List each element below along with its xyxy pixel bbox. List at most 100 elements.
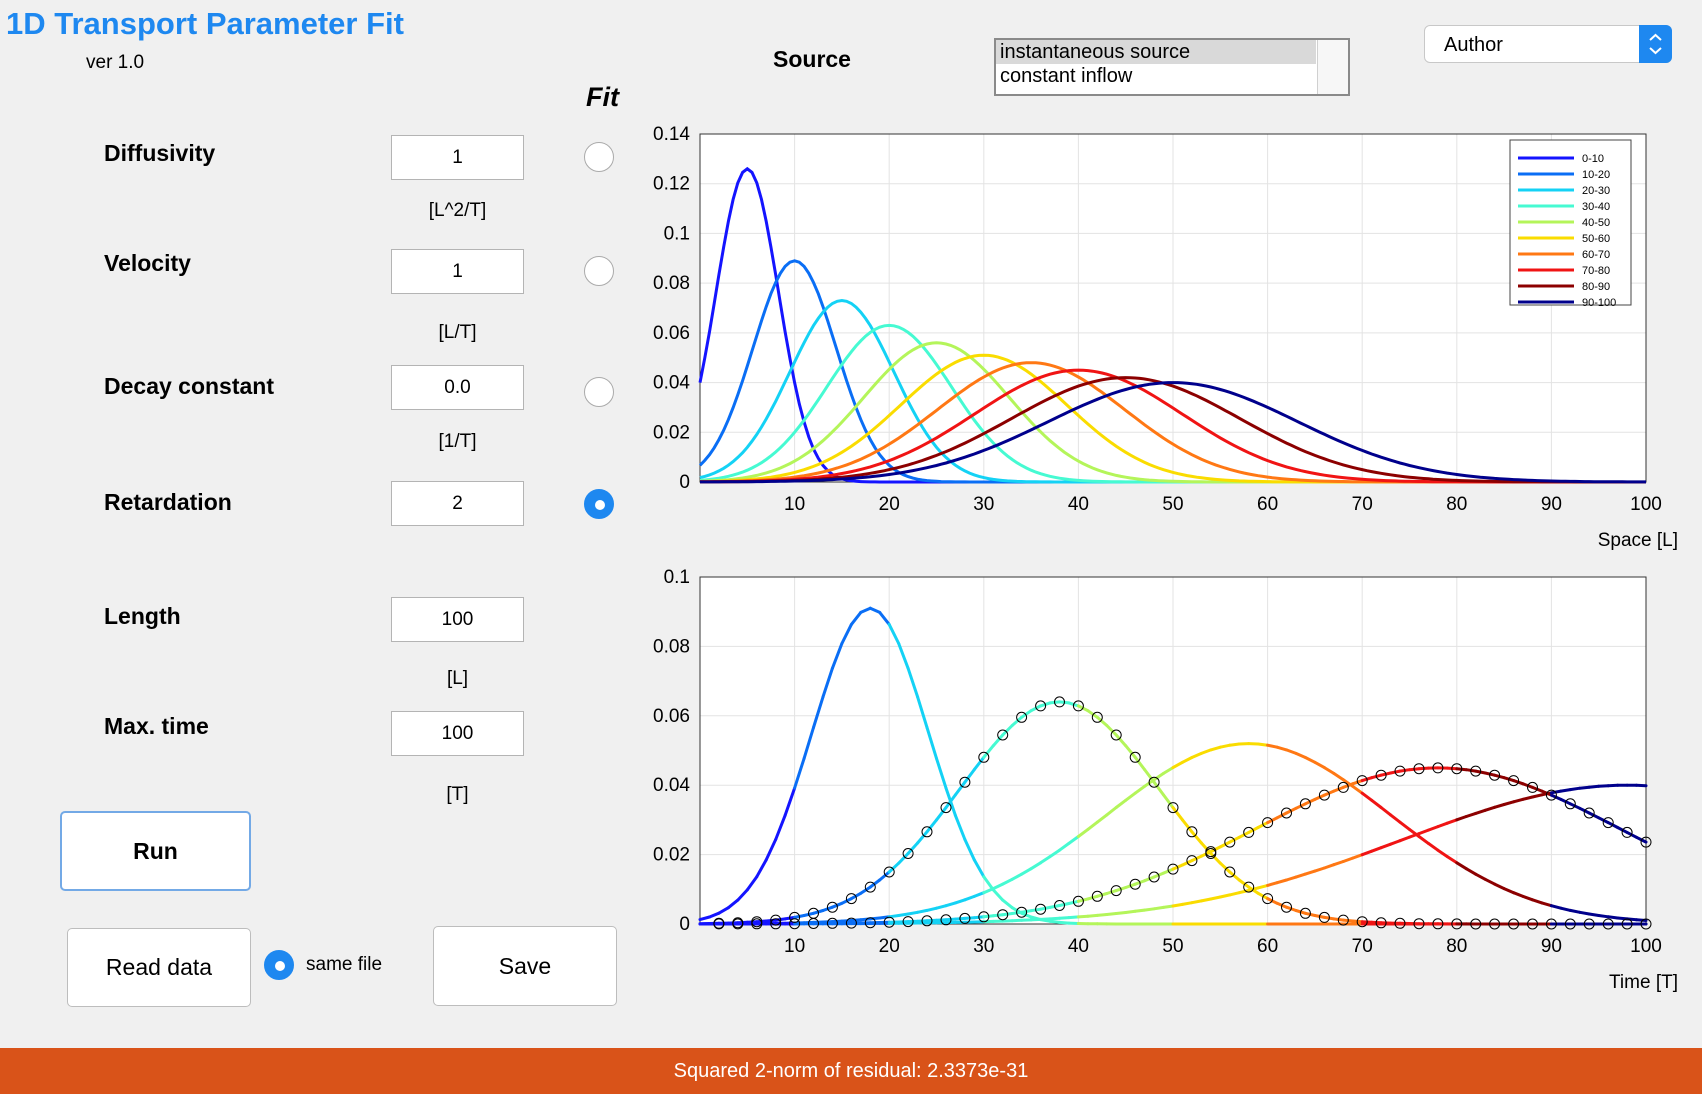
source-option-instantaneous[interactable]: instantaneous source — [996, 40, 1316, 64]
curve-segment — [1521, 894, 1534, 902]
observation-point — [1299, 907, 1311, 919]
source-listbox[interactable]: instantaneous source constant inflow — [994, 38, 1350, 96]
curve-segment — [755, 858, 768, 879]
curve-segment — [1483, 805, 1497, 812]
curve-segment — [1474, 808, 1487, 815]
y-tick-label: 0.06 — [653, 323, 690, 344]
curve-segment — [1095, 813, 1109, 824]
curve-segment — [1058, 920, 1071, 925]
curve-segment — [1370, 846, 1383, 853]
observation-point — [751, 918, 763, 930]
curve-segment — [963, 894, 976, 902]
fit-retardation-radio[interactable] — [584, 489, 614, 519]
observation-point — [1508, 918, 1520, 930]
curve-segment — [1370, 798, 1383, 809]
observation-point — [1129, 751, 1141, 763]
observation-point — [1470, 918, 1482, 930]
decay-constant-label: Decay constant — [104, 373, 275, 399]
curve-segment — [1209, 852, 1222, 865]
curve-segment — [925, 726, 938, 760]
curve-segment — [887, 914, 901, 919]
curve-segment — [1303, 756, 1317, 764]
observation-point — [1583, 807, 1595, 819]
length-field[interactable]: 100 — [391, 597, 524, 642]
curve-segment — [1313, 866, 1326, 873]
curve-segment — [1606, 915, 1620, 920]
curve-segment — [793, 756, 806, 790]
max-time-unit: [T] — [446, 784, 469, 805]
max-time-field[interactable]: 100 — [391, 711, 524, 756]
curve-segment — [991, 888, 1005, 902]
save-button[interactable]: Save — [433, 926, 617, 1006]
observation-point — [864, 881, 876, 893]
diffusivity-label: Diffusivity — [104, 140, 216, 166]
status-bar: Squared 2-norm of residual: 2.3373e-31 — [0, 1048, 1702, 1094]
curve-segment — [1076, 914, 1090, 919]
observation-point — [1640, 918, 1652, 930]
retardation-field[interactable]: 2 — [391, 481, 524, 526]
curve-segment — [925, 818, 938, 834]
observation-point — [1413, 918, 1425, 930]
observation-point — [1148, 776, 1160, 788]
observation-point — [902, 848, 914, 859]
fit-diffusivity-radio[interactable] — [584, 142, 614, 172]
curve-segment — [1436, 848, 1449, 859]
curve-segment — [1464, 867, 1478, 876]
curve-segment — [906, 910, 920, 916]
curve-segment — [1171, 760, 1184, 770]
curve-segment — [1635, 918, 1648, 922]
observation-point — [1640, 836, 1652, 848]
observation-point — [883, 866, 895, 878]
legend-label: 10-20 — [1582, 169, 1610, 181]
curve-segment — [1039, 855, 1052, 865]
curve-segment — [906, 841, 920, 855]
observation-point — [1262, 817, 1274, 829]
legend-label: 20-30 — [1582, 185, 1610, 197]
source-option-constant-inflow[interactable]: constant inflow — [1000, 65, 1133, 87]
observation-point — [845, 893, 857, 905]
curve-segment — [1218, 861, 1232, 874]
velocity-unit: [L/T] — [438, 322, 477, 343]
max-time-label: Max. time — [104, 713, 209, 739]
velocity-field[interactable]: 1 — [391, 249, 524, 294]
series-line — [700, 376, 1646, 484]
curve-segment — [1549, 789, 1563, 795]
curve-segment — [953, 780, 967, 797]
curve-segment — [1408, 832, 1421, 839]
curve-segment — [1048, 916, 1061, 921]
curve-segment — [991, 733, 1005, 748]
same-file-radio[interactable] — [264, 950, 294, 980]
decay-constant-field[interactable]: 0.0 — [391, 365, 524, 410]
curve-segment — [1285, 875, 1298, 882]
curve-segment — [1474, 872, 1487, 881]
curve-segment — [1105, 912, 1118, 916]
observation-point — [1489, 918, 1501, 930]
curve-segment — [849, 918, 863, 922]
curve-segment — [1285, 748, 1298, 755]
curve-segment — [1199, 897, 1213, 903]
curve-segment — [1171, 806, 1184, 822]
curve-segment — [1360, 849, 1374, 857]
diffusivity-field[interactable]: 1 — [391, 135, 524, 180]
curve-segment — [1578, 910, 1591, 916]
legend-label: 80-90 — [1582, 281, 1610, 293]
run-button[interactable]: Run — [60, 811, 251, 891]
curve-segment — [963, 838, 976, 862]
curve-segment — [1512, 891, 1525, 898]
curve-segment — [897, 642, 910, 670]
author-dropdown[interactable]: Author — [1424, 25, 1672, 63]
curve-segment — [935, 904, 948, 910]
y-tick-label: 0.02 — [653, 845, 690, 866]
x-tick-label: 100 — [1630, 494, 1662, 515]
curve-segment — [1549, 904, 1563, 910]
read-data-button[interactable]: Read data — [67, 928, 251, 1007]
observation-point — [1072, 895, 1084, 907]
series-line — [700, 381, 1646, 484]
listbox-scrollbar[interactable] — [1317, 40, 1348, 94]
curve-segment — [1237, 888, 1251, 895]
curve-segment — [1048, 848, 1061, 859]
fit-decay-radio[interactable] — [584, 377, 614, 407]
x-axis-label: Time [T] — [1609, 972, 1678, 993]
fit-velocity-radio[interactable] — [584, 256, 614, 286]
updown-chevron-icon[interactable] — [1639, 25, 1672, 63]
